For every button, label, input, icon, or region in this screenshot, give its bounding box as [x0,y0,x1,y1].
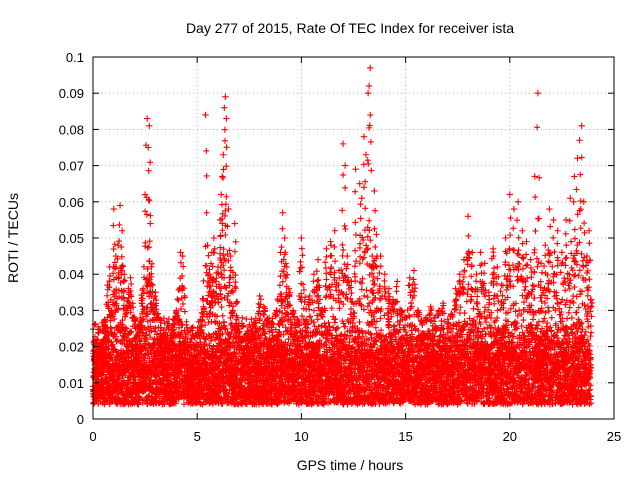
data-point [119,317,126,324]
data-point [109,341,116,348]
data-point [352,247,359,254]
data-point [109,342,116,349]
data-point [113,300,120,307]
data-point [211,245,218,252]
data-point [356,319,363,326]
data-point [113,338,120,345]
data-point [110,246,117,253]
data-point [300,286,307,293]
data-point [123,393,130,400]
scatter-points [89,64,596,408]
data-point [325,319,332,326]
data-point [107,351,114,358]
data-point [106,278,113,285]
data-point [174,296,181,303]
data-point [333,325,340,332]
data-point [323,253,330,260]
data-point [103,374,110,381]
data-point [351,263,358,270]
data-point [118,267,125,274]
data-point [323,270,330,277]
data-point [111,316,118,323]
data-point [123,325,130,332]
data-point [110,270,117,277]
data-point [107,324,114,331]
data-point [143,331,150,338]
data-point [130,304,137,311]
data-point [358,286,365,293]
data-point [203,269,210,276]
data-point [219,312,226,319]
data-point [234,299,241,306]
data-point [114,337,121,344]
data-point [127,329,134,336]
data-point [128,328,135,335]
data-point [299,252,306,259]
data-point [114,353,121,360]
data-point [361,292,368,299]
data-point [119,336,126,343]
data-point [108,390,115,397]
data-point [124,335,131,342]
data-point [121,277,128,284]
data-point [351,310,358,317]
data-point [122,324,129,331]
data-point [107,317,114,324]
data-point [136,394,143,401]
data-point [105,346,112,353]
data-point [143,336,150,343]
data-point [315,276,322,283]
data-point [118,253,125,260]
data-point [357,240,364,247]
